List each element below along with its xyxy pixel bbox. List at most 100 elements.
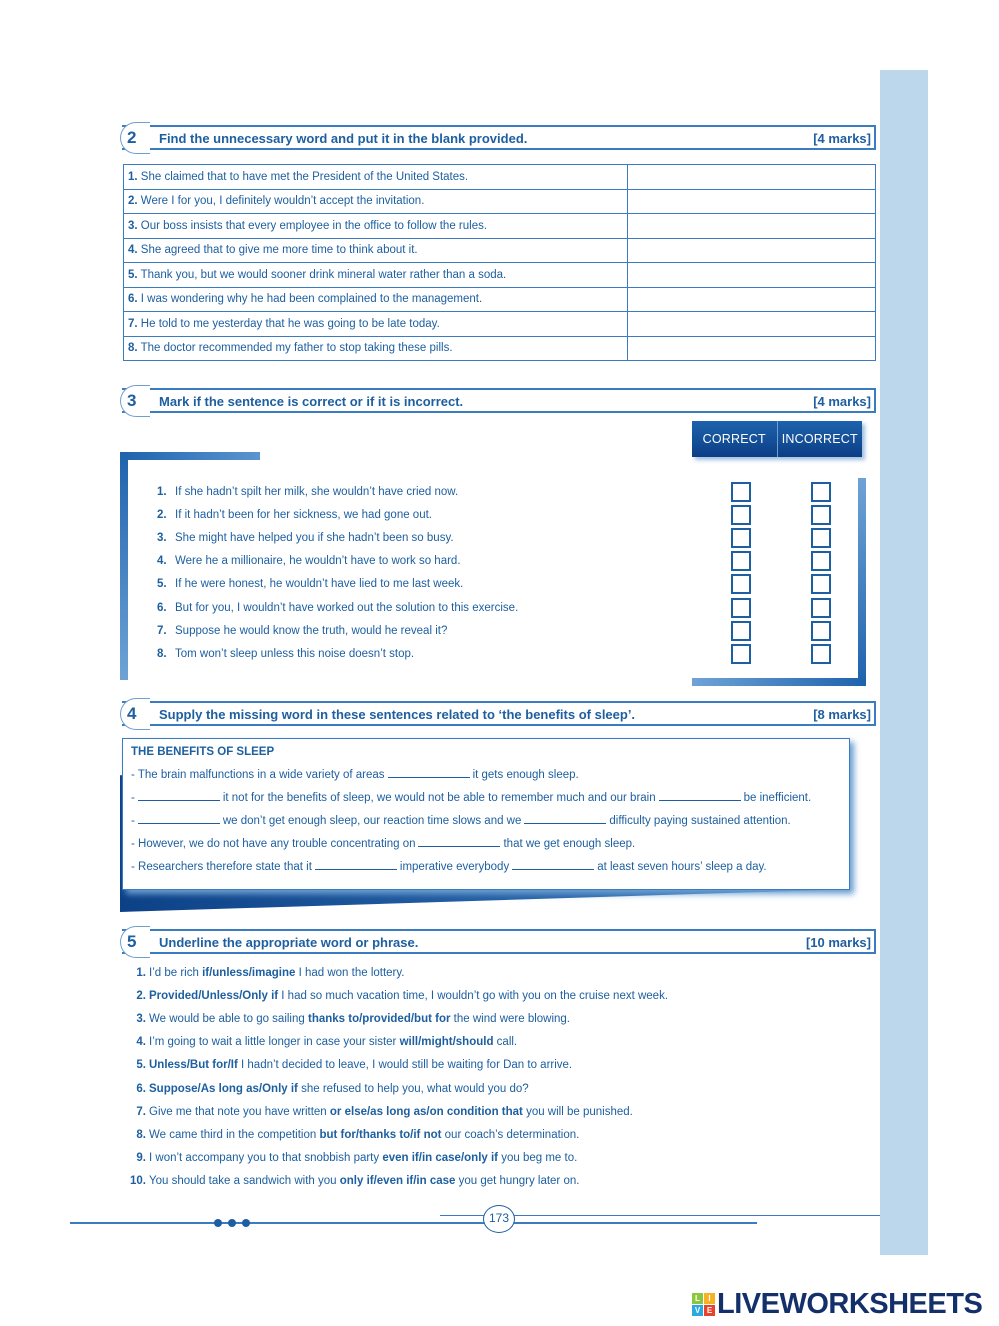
answer-blank[interactable] xyxy=(418,838,501,847)
sentence-text: we don’t get enough sleep, our reaction … xyxy=(222,815,522,827)
incorrect-checkbox[interactable] xyxy=(811,620,831,641)
list-item: 4. Were he a millionaire, he wouldn’t hav… xyxy=(157,555,461,567)
correct-checkbox[interactable] xyxy=(731,482,751,502)
answer-blank[interactable] xyxy=(627,335,876,361)
answer-blank[interactable] xyxy=(137,792,220,801)
correct-checkbox[interactable] xyxy=(731,620,751,641)
answer-blank[interactable] xyxy=(387,769,470,778)
correct-checkbox[interactable] xyxy=(731,597,751,618)
correct-checkbox[interactable] xyxy=(731,528,751,549)
table-row: 5. Thank you, but we would sooner drink … xyxy=(123,262,876,288)
dot-icon xyxy=(214,1219,222,1227)
item-number: 1. xyxy=(136,967,146,979)
item-number: 3. xyxy=(128,219,138,232)
item-number: 5. xyxy=(136,1059,146,1072)
correct-checkbox[interactable] xyxy=(731,505,751,526)
item-number: 8. xyxy=(157,647,167,660)
list-item: 2. If it hadn’t been for her sickness, we… xyxy=(157,509,432,521)
answer-blank[interactable] xyxy=(314,861,397,870)
section-2-header: 2 Find the unnecessary word and put it i… xyxy=(120,122,876,154)
sentence-text: you get hungry later on. xyxy=(455,1174,580,1187)
table-row: 7. He told to me yesterday that he was g… xyxy=(123,311,876,337)
sentence-text: Were he a millionaire, he wouldn’t have … xyxy=(175,555,461,568)
item-number: 2. xyxy=(136,990,146,1003)
answer-blank[interactable] xyxy=(512,861,595,870)
bracket-decoration xyxy=(120,452,128,680)
options-text[interactable]: only if/even if/in case xyxy=(339,1174,456,1187)
list-item: 3. She might have helped you if she hadn’… xyxy=(157,532,454,544)
sentence-text: I was wondering why he had been complain… xyxy=(140,293,483,306)
list-item: 5. If he were honest, he wouldn’t have li… xyxy=(157,578,463,590)
incorrect-checkbox[interactable] xyxy=(811,528,831,549)
correct-checkbox[interactable] xyxy=(731,551,751,572)
item-number: 2. xyxy=(157,509,167,522)
answer-blank[interactable] xyxy=(627,188,876,214)
sentence-text: you beg me to. xyxy=(498,1151,578,1164)
list-item: 6. But for you, I wouldn’t have worked ou… xyxy=(157,602,518,614)
list-item: 1. I’d be rich if/unless/imagine I had wo… xyxy=(118,967,404,979)
incorrect-checkbox[interactable] xyxy=(811,482,831,502)
incorrect-checkbox[interactable] xyxy=(811,643,831,664)
sentence-cell: 3. Our boss insists that every employee … xyxy=(123,213,628,239)
options-text[interactable]: but for/thanks to/if not xyxy=(319,1128,442,1141)
list-item: 5. Unless/But for/If I hadn’t decided to … xyxy=(118,1059,572,1071)
sentence-cell: 1. She claimed that to have met the Pres… xyxy=(123,164,628,190)
sentence-text: Thank you, but we would sooner drink min… xyxy=(140,268,507,281)
sentence-text: We came third in the competition xyxy=(149,1128,320,1141)
footer-line xyxy=(70,1222,757,1224)
answer-blank[interactable] xyxy=(137,815,220,824)
sentence-text: imperative everybody xyxy=(399,861,510,873)
sentence-text: She might have helped you if she hadn’t … xyxy=(175,532,454,545)
answer-blank[interactable] xyxy=(627,237,876,263)
dot-icon xyxy=(242,1219,250,1227)
options-text[interactable]: Unless/But for/If xyxy=(149,1059,238,1072)
incorrect-checkbox[interactable] xyxy=(811,574,831,595)
sentence-text: you will be punished. xyxy=(522,1105,633,1118)
list-item: 6. Suppose/As long as/Only if she refused… xyxy=(118,1082,528,1095)
sentence-cell: 8. The doctor recommended my father to s… xyxy=(123,335,628,361)
item-number: 4. xyxy=(157,555,167,568)
section-number: 5 xyxy=(120,926,150,958)
sentence-cell: 6. I was wondering why he had been compl… xyxy=(123,286,628,312)
answer-blank[interactable] xyxy=(627,286,876,312)
item-number: 5. xyxy=(128,268,138,281)
section-title: Find the unnecessary word and put it in … xyxy=(159,131,528,146)
answer-blank[interactable] xyxy=(627,262,876,288)
gap-fill-line: - However, we do not have any trouble co… xyxy=(131,838,635,850)
correct-checkbox[interactable] xyxy=(731,574,751,595)
item-number: 3. xyxy=(136,1013,146,1026)
col-incorrect: INCORRECT xyxy=(776,421,863,457)
options-text[interactable]: Suppose/As long as/Only if xyxy=(149,1082,298,1095)
answer-blank[interactable] xyxy=(524,815,607,824)
sentence-text: that we get enough sleep. xyxy=(503,838,636,850)
sentence-text: be inefficient. xyxy=(743,792,812,804)
incorrect-checkbox[interactable] xyxy=(811,505,831,526)
item-number: 6. xyxy=(157,601,167,614)
options-text[interactable]: if/unless/imagine xyxy=(202,967,296,979)
sentence-text: - However, we do not have any trouble co… xyxy=(131,838,416,850)
answer-blank[interactable] xyxy=(627,311,876,337)
sentence-text: The doctor recommended my father to stop… xyxy=(140,342,453,355)
sentence-text: Were I for you, I definitely wouldn’t ac… xyxy=(140,195,425,208)
table-row: 3. Our boss insists that every employee … xyxy=(123,213,876,239)
logo-tile: L xyxy=(692,1293,703,1304)
correct-checkbox[interactable] xyxy=(731,643,751,664)
item-number: 8. xyxy=(136,1128,146,1141)
options-text[interactable]: even if/in case/only if xyxy=(382,1151,499,1164)
sentence-text: Suppose he would know the truth, would h… xyxy=(175,624,448,637)
options-text[interactable]: Provided/Unless/Only if xyxy=(149,990,279,1003)
sentence-text: I had so much vacation time, I wouldn’t … xyxy=(278,990,669,1003)
options-text[interactable]: will/might/should xyxy=(399,1036,494,1049)
sentence-text: If it hadn’t been for her sickness, we h… xyxy=(175,509,432,522)
sentence-text: difficulty paying sustained attention. xyxy=(609,815,791,827)
answer-blank[interactable] xyxy=(627,213,876,239)
sentence-text: But for you, I wouldn’t have worked out … xyxy=(175,601,519,614)
incorrect-checkbox[interactable] xyxy=(811,597,831,618)
sentence-text: - The brain malfunctions in a wide varie… xyxy=(131,769,385,781)
answer-blank[interactable] xyxy=(658,792,741,801)
gap-fill-line: - we don’t get enough sleep, our reaction… xyxy=(131,815,791,827)
answer-blank[interactable] xyxy=(627,164,876,190)
options-text[interactable]: or else/as long as/on condition that xyxy=(329,1105,523,1118)
options-text[interactable]: thanks to/provided/but for xyxy=(307,1013,451,1026)
incorrect-checkbox[interactable] xyxy=(811,551,831,572)
